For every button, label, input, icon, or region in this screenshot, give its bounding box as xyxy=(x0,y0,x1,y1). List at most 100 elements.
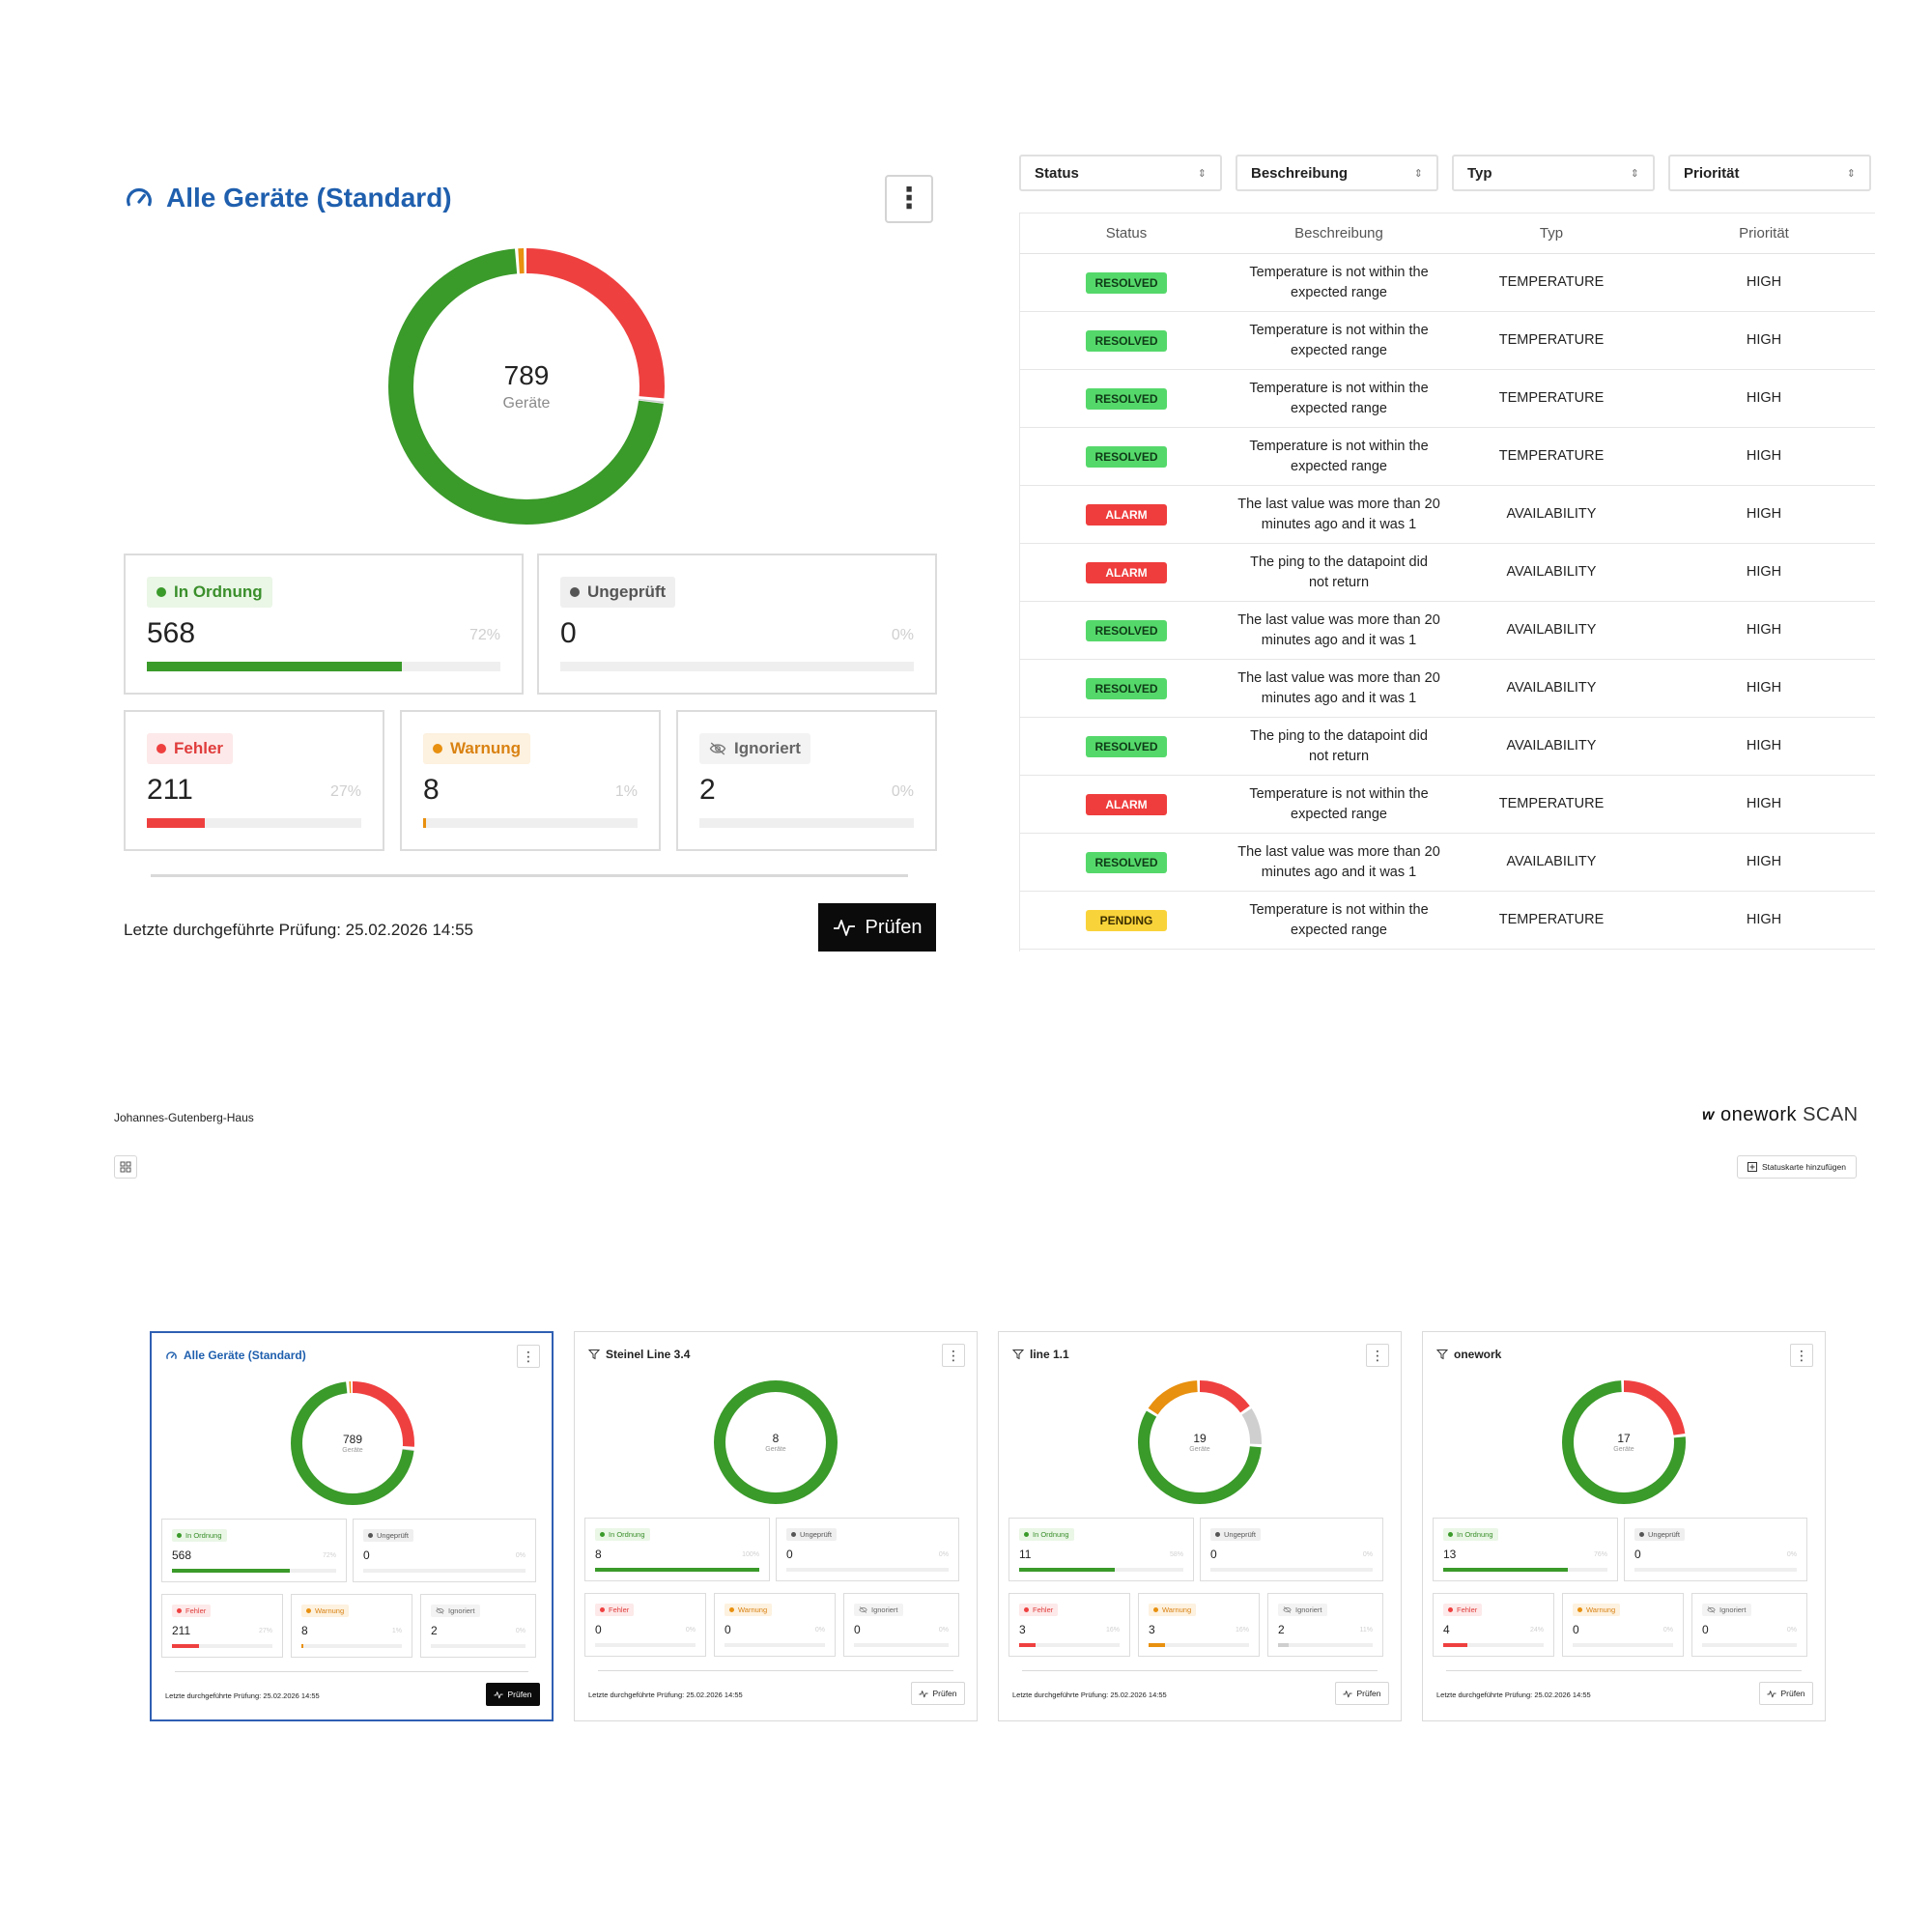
table-row[interactable]: ALARM The last value was more than 20 minu… xyxy=(1020,486,1875,544)
status-badge-unchecked: Ungeprüft xyxy=(560,577,676,608)
stat-warning[interactable]: Warnung 0 0% xyxy=(1562,1593,1684,1657)
stat-error[interactable]: Fehler 0 0% xyxy=(584,1593,706,1657)
last-check-text: Letzte durchgeführte Prüfung: 25.02.2026… xyxy=(1012,1690,1167,1699)
progress-fill xyxy=(147,662,402,671)
stat-ok[interactable]: In Ordnung 13 76% xyxy=(1433,1518,1618,1581)
stat-error[interactable]: Fehler 211 27% xyxy=(124,710,384,851)
cell-type: AVAILABILITY xyxy=(1506,738,1597,754)
column-header-description[interactable]: Beschreibung xyxy=(1294,225,1383,242)
table-row[interactable]: RESOLVED The last value was more than 20 m… xyxy=(1020,660,1875,718)
stat-unchecked[interactable]: Ungeprüft 0 0% xyxy=(776,1518,959,1581)
progress-bar xyxy=(1210,1568,1373,1572)
card-menu-button[interactable]: ⋮ xyxy=(517,1345,540,1368)
badge-label: Ignoriert xyxy=(448,1606,475,1615)
badge-label: In Ordnung xyxy=(1033,1530,1069,1539)
divider xyxy=(175,1671,528,1672)
add-status-card-button[interactable]: Statuskarte hinzufügen xyxy=(1737,1155,1857,1179)
check-button[interactable]: Prüfen xyxy=(1335,1682,1389,1705)
filter-type[interactable]: Typ ⇕ xyxy=(1452,155,1655,191)
dot-icon xyxy=(1448,1532,1453,1537)
check-button[interactable]: Prüfen xyxy=(1759,1682,1813,1705)
stat-unchecked[interactable]: Ungeprüft 0 0% xyxy=(1624,1518,1807,1581)
stat-error[interactable]: Fehler 4 24% xyxy=(1433,1593,1554,1657)
stat-ok[interactable]: In Ordnung 8 100% xyxy=(584,1518,770,1581)
check-button[interactable]: Prüfen xyxy=(818,903,936,952)
stat-warning[interactable]: Warnung 0 0% xyxy=(714,1593,836,1657)
status-card[interactable]: line 1.1 ⋮ 19 Geräte In Ordnung 11 58% Ungeprüf… xyxy=(998,1331,1402,1721)
more-vertical-icon: ⋮ xyxy=(522,1348,535,1364)
stat-percent: 16% xyxy=(1235,1627,1249,1634)
filter-priority[interactable]: Priorität ⇕ xyxy=(1668,155,1871,191)
badge-label: Warnung xyxy=(738,1605,768,1614)
card-menu-button[interactable]: ⋮ xyxy=(1790,1344,1813,1367)
table-row[interactable]: RESOLVED Temperature is not within the exp… xyxy=(1020,428,1875,486)
stat-ok[interactable]: In Ordnung 11 58% xyxy=(1009,1518,1194,1581)
badge-label: Ignoriert xyxy=(734,739,801,757)
badge-label: Ungeprüft xyxy=(1648,1530,1680,1539)
table-row[interactable]: ALARM The ping to the datapoint did not re… xyxy=(1020,544,1875,602)
stat-unchecked[interactable]: Ungeprüft 0 0% xyxy=(1200,1518,1383,1581)
donut-total: 789 xyxy=(503,360,550,390)
filter-description[interactable]: Beschreibung ⇕ xyxy=(1236,155,1438,191)
card-menu-button[interactable]: ⋮ xyxy=(885,175,933,223)
filter-icon xyxy=(1436,1350,1448,1360)
status-card[interactable]: onework ⋮ 17 Geräte In Ordnung 13 76% Ungeprüft… xyxy=(1422,1331,1826,1721)
cell-priority: HIGH xyxy=(1746,564,1782,581)
filter-label: Typ xyxy=(1467,164,1492,182)
card-menu-button[interactable]: ⋮ xyxy=(1366,1344,1389,1367)
stat-ignored[interactable]: Ignoriert 2 11% xyxy=(1267,1593,1383,1657)
badge-label: Warnung xyxy=(1586,1605,1616,1614)
stat-ok[interactable]: In Ordnung 568 72% xyxy=(161,1519,347,1582)
stat-value: 8 xyxy=(595,1548,602,1561)
progress-fill xyxy=(595,1568,759,1572)
table-row[interactable]: RESOLVED The last value was more than 20 m… xyxy=(1020,834,1875,892)
stat-ignored[interactable]: Ignoriert 0 0% xyxy=(1691,1593,1807,1657)
status-card[interactable]: Alle Geräte (Standard) ⋮ 789 Geräte In Ordnu… xyxy=(150,1331,554,1721)
stat-error[interactable]: Fehler 211 27% xyxy=(161,1594,283,1658)
table-row[interactable]: ALARM Temperature is not within the expect… xyxy=(1020,776,1875,834)
cell-description: The last value was more than 20 minutes a… xyxy=(1233,602,1445,660)
stat-warning[interactable]: Warnung 3 16% xyxy=(1138,1593,1260,1657)
badge-label: Ungeprüft xyxy=(800,1530,832,1539)
column-header-priority[interactable]: Priorität xyxy=(1739,225,1789,242)
dot-icon xyxy=(729,1607,734,1612)
table-row[interactable]: RESOLVED Temperature is not within the exp… xyxy=(1020,254,1875,312)
table-row[interactable]: RESOLVED The last value was more than 20 m… xyxy=(1020,602,1875,660)
progress-bar xyxy=(595,1643,696,1647)
stat-ignored[interactable]: Ignoriert 0 0% xyxy=(843,1593,959,1657)
column-header-status[interactable]: Status xyxy=(1105,225,1148,242)
stat-ignored[interactable]: Ignoriert 2 0% xyxy=(676,710,937,851)
progress-bar xyxy=(431,1644,526,1648)
progress-bar xyxy=(699,818,914,828)
stat-unchecked[interactable]: Ungeprüft 0 0% xyxy=(537,554,937,695)
stat-warning[interactable]: Warnung 8 1% xyxy=(291,1594,412,1658)
badge-label: Ignoriert xyxy=(1719,1605,1747,1614)
stat-percent: 58% xyxy=(1169,1551,1183,1558)
table-row[interactable]: RESOLVED The ping to the datapoint did not… xyxy=(1020,718,1875,776)
dot-icon xyxy=(1639,1532,1644,1537)
table-row[interactable]: RESOLVED Temperature is not within the exp… xyxy=(1020,312,1875,370)
check-button[interactable]: Prüfen xyxy=(911,1682,965,1705)
stat-ok[interactable]: In Ordnung 568 72% xyxy=(124,554,524,695)
column-header-type[interactable]: Typ xyxy=(1539,225,1564,242)
stat-value: 11 xyxy=(1019,1548,1032,1561)
status-pill: RESOLVED xyxy=(1086,678,1167,699)
card-menu-button[interactable]: ⋮ xyxy=(942,1344,965,1367)
stat-warning[interactable]: Warnung 8 1% xyxy=(400,710,661,851)
stat-unchecked[interactable]: Ungeprüft 0 0% xyxy=(353,1519,536,1582)
cell-type: AVAILABILITY xyxy=(1506,680,1597,696)
desc-line-2: expected range xyxy=(1291,285,1387,300)
cell-status: RESOLVED xyxy=(1020,602,1233,660)
layout-toggle-button[interactable] xyxy=(114,1155,137,1179)
stat-ignored[interactable]: Ignoriert 2 0% xyxy=(420,1594,536,1658)
donut-total-label: Geräte xyxy=(342,1447,363,1454)
dot-icon xyxy=(306,1608,311,1613)
grid-icon xyxy=(120,1161,131,1173)
table-row[interactable]: RESOLVED Temperature is not within the exp… xyxy=(1020,370,1875,428)
filter-status[interactable]: Status ⇕ xyxy=(1019,155,1222,191)
stat-error[interactable]: Fehler 3 16% xyxy=(1009,1593,1130,1657)
stat-value: 8 xyxy=(301,1624,308,1637)
table-row[interactable]: PENDING Temperature is not within the expe… xyxy=(1020,892,1875,950)
check-button[interactable]: Prüfen xyxy=(486,1683,540,1706)
status-card[interactable]: Steinel Line 3.4 ⋮ 8 Geräte In Ordnung 8 100% U… xyxy=(574,1331,978,1721)
